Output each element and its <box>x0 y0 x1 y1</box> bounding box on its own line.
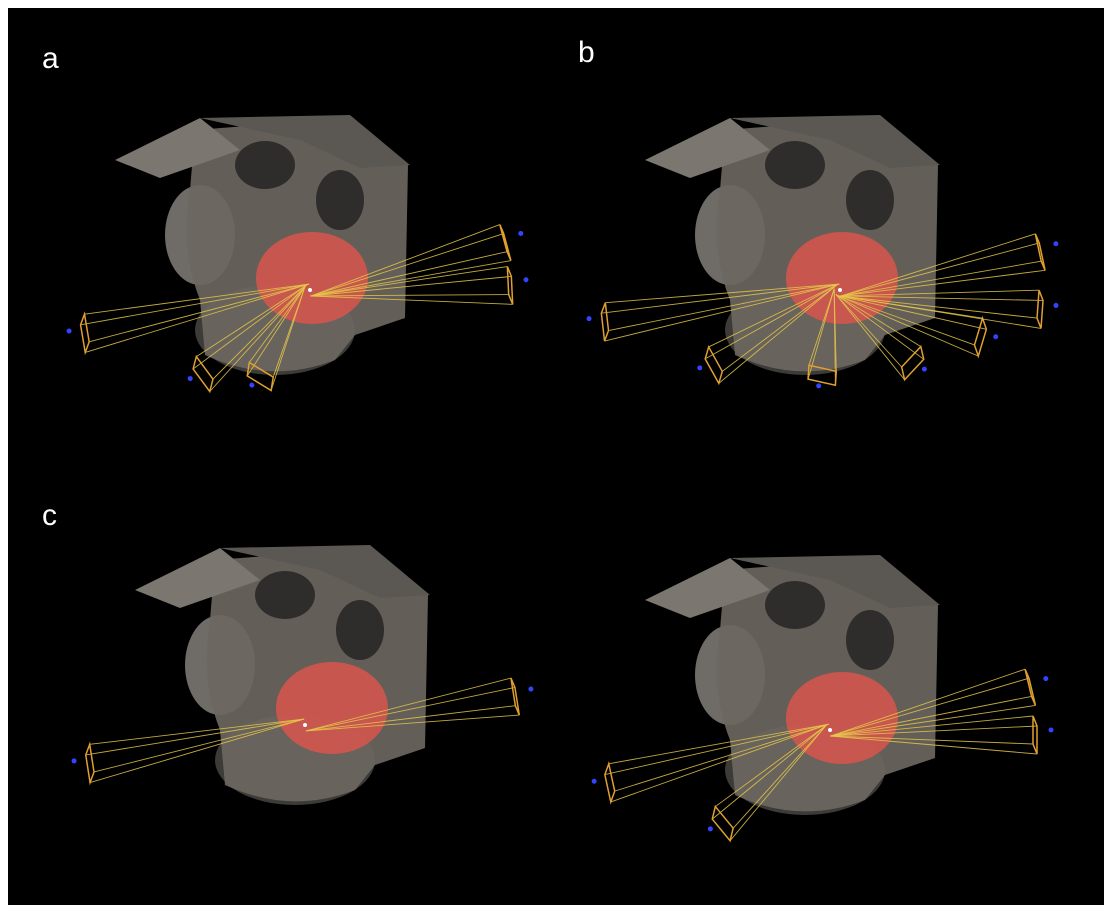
source <box>1043 676 1048 681</box>
isocenter <box>308 288 312 292</box>
source <box>592 779 597 784</box>
figure: a b c <box>0 0 1112 915</box>
source <box>249 383 254 388</box>
isocenter <box>838 288 842 292</box>
cavity <box>255 571 315 619</box>
source <box>816 383 821 388</box>
cavity <box>846 170 894 230</box>
tumor <box>276 662 388 754</box>
cavity <box>235 141 295 189</box>
source <box>1053 303 1058 308</box>
source <box>922 367 927 372</box>
source <box>993 334 998 339</box>
cavity <box>336 600 384 660</box>
panel-label: c <box>42 499 57 532</box>
cavity <box>846 610 894 670</box>
source <box>518 231 523 236</box>
source <box>72 758 77 763</box>
source <box>697 365 702 370</box>
tumor <box>786 672 898 764</box>
cavity <box>765 581 825 629</box>
panel-label: b <box>578 36 595 69</box>
isocenter <box>828 728 832 732</box>
source <box>67 329 72 334</box>
cavity <box>765 141 825 189</box>
source <box>1053 241 1058 246</box>
source <box>587 316 592 321</box>
source <box>708 826 713 831</box>
cavity <box>316 170 364 230</box>
source <box>528 687 533 692</box>
source <box>188 376 193 381</box>
source <box>1049 728 1054 733</box>
source <box>523 277 528 282</box>
isocenter <box>303 723 307 727</box>
figure-canvas: a b c <box>0 0 1112 915</box>
panel-label: a <box>42 42 59 75</box>
